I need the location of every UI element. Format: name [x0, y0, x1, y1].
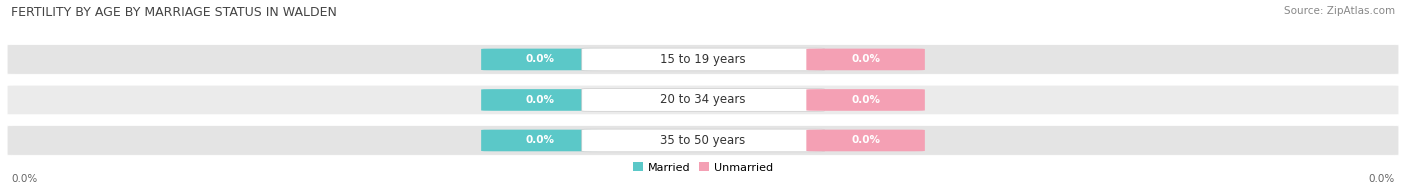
FancyBboxPatch shape — [7, 126, 1399, 155]
FancyBboxPatch shape — [806, 89, 925, 111]
Text: Source: ZipAtlas.com: Source: ZipAtlas.com — [1284, 6, 1395, 16]
FancyBboxPatch shape — [481, 89, 599, 111]
Legend: Married, Unmarried: Married, Unmarried — [628, 158, 778, 177]
Text: 0.0%: 0.0% — [851, 54, 880, 64]
FancyBboxPatch shape — [7, 45, 1399, 74]
FancyBboxPatch shape — [7, 85, 1399, 115]
FancyBboxPatch shape — [582, 48, 824, 71]
Text: 15 to 19 years: 15 to 19 years — [661, 53, 745, 66]
Text: 0.0%: 0.0% — [11, 174, 38, 184]
Text: 0.0%: 0.0% — [526, 95, 555, 105]
FancyBboxPatch shape — [582, 129, 824, 152]
FancyBboxPatch shape — [806, 49, 925, 70]
Text: 0.0%: 0.0% — [526, 135, 555, 145]
Text: 35 to 50 years: 35 to 50 years — [661, 134, 745, 147]
Text: FERTILITY BY AGE BY MARRIAGE STATUS IN WALDEN: FERTILITY BY AGE BY MARRIAGE STATUS IN W… — [11, 6, 337, 19]
FancyBboxPatch shape — [481, 130, 599, 151]
Text: 20 to 34 years: 20 to 34 years — [661, 93, 745, 106]
FancyBboxPatch shape — [481, 49, 599, 70]
FancyBboxPatch shape — [806, 130, 925, 151]
Text: 0.0%: 0.0% — [1368, 174, 1395, 184]
Text: 0.0%: 0.0% — [851, 95, 880, 105]
Text: 0.0%: 0.0% — [526, 54, 555, 64]
Text: 0.0%: 0.0% — [851, 135, 880, 145]
FancyBboxPatch shape — [582, 89, 824, 111]
